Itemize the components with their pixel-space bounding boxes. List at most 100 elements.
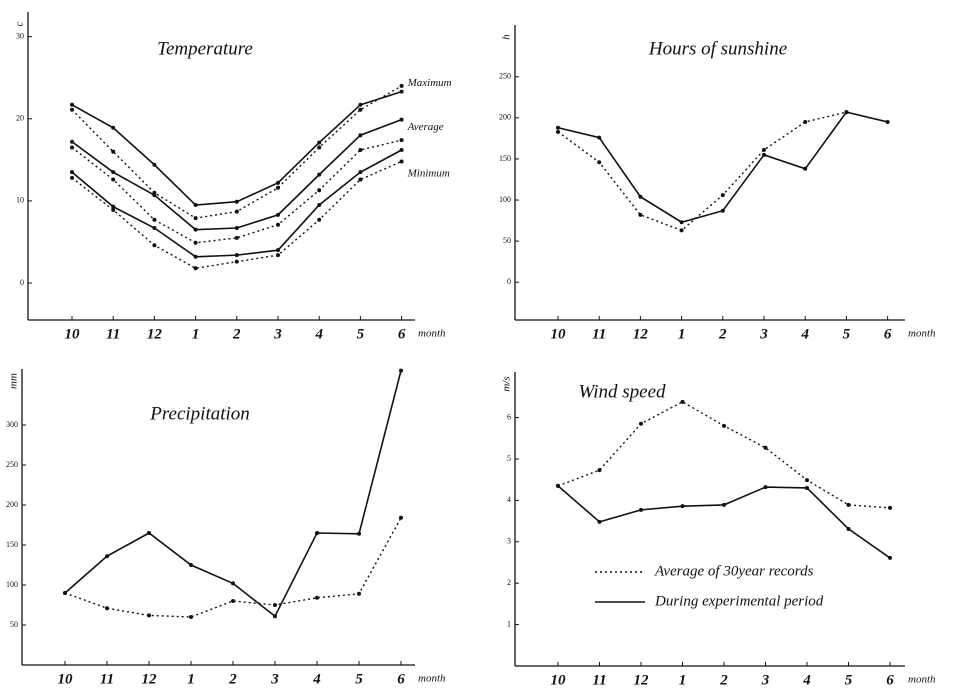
data-point — [234, 226, 239, 231]
data-point — [399, 515, 403, 520]
y-tick-label: 200 — [499, 113, 511, 122]
data-point — [273, 603, 277, 607]
data-point — [70, 102, 74, 107]
y-tick-label: 1 — [507, 619, 511, 628]
data-point — [399, 147, 404, 152]
data-point — [70, 170, 74, 175]
x-tick-label: 1 — [679, 672, 687, 688]
data-point — [111, 177, 116, 182]
y-tick-label: 300 — [6, 420, 18, 429]
y-tick-label: 150 — [6, 540, 18, 549]
data-point — [70, 107, 74, 112]
y-tick-label: 0 — [20, 278, 24, 287]
data-point — [763, 445, 768, 450]
y-axis-label: c — [14, 21, 26, 26]
data-point — [885, 119, 890, 124]
x-tick-label: 3 — [761, 672, 770, 688]
y-tick-label: 4 — [507, 495, 511, 504]
x-axis-label: month — [418, 328, 446, 340]
data-point — [679, 220, 684, 225]
line-label: Minimum — [407, 168, 450, 180]
data-point — [317, 145, 322, 150]
x-tick-label: 2 — [719, 672, 728, 688]
data-point — [639, 507, 643, 512]
data-point — [234, 253, 239, 258]
data-point — [597, 160, 602, 165]
x-tick-label: 2 — [228, 671, 237, 687]
chart-title: Precipitation — [149, 403, 250, 424]
data-point — [722, 502, 726, 507]
data-point — [193, 266, 198, 271]
chart-title: Hours of sunshine — [648, 38, 787, 59]
data-point — [152, 162, 157, 167]
y-tick-label: 30 — [16, 31, 24, 40]
data-point — [111, 204, 116, 209]
data-point — [105, 606, 109, 611]
data-point — [193, 203, 198, 208]
data-point — [234, 209, 239, 214]
x-axis-label: month — [908, 674, 936, 686]
y-tick-label: 250 — [6, 460, 18, 469]
data-point — [638, 212, 643, 217]
data-point — [152, 193, 157, 198]
data-point — [888, 555, 892, 560]
data-point — [111, 149, 116, 154]
data-point — [317, 217, 322, 222]
x-axis-label: month — [418, 673, 446, 685]
data-point — [276, 253, 280, 258]
y-tick-label: 100 — [499, 195, 511, 204]
x-tick-label: 12 — [142, 671, 158, 687]
data-point — [276, 212, 280, 217]
x-tick-label: 12 — [634, 672, 650, 688]
data-point — [358, 102, 363, 107]
y-tick-label: 10 — [16, 196, 24, 205]
data-point — [803, 166, 808, 171]
data-point — [846, 502, 851, 507]
data-point — [399, 138, 404, 143]
y-tick-label: 50 — [503, 236, 511, 245]
line-label: Maximum — [407, 77, 452, 89]
x-tick-label: 1 — [192, 326, 200, 342]
data-point — [720, 208, 725, 213]
data-point — [231, 581, 235, 586]
x-tick-label: 6 — [397, 671, 405, 687]
data-point — [399, 159, 404, 164]
chart-title: Temperature — [157, 38, 253, 59]
data-point — [193, 227, 198, 232]
data-point — [399, 368, 403, 373]
data-point — [189, 615, 193, 619]
x-tick-label: 10 — [65, 326, 81, 342]
data-point — [315, 531, 319, 535]
data-point — [722, 423, 726, 428]
x-tick-label: 4 — [314, 326, 323, 342]
data-point — [357, 531, 361, 536]
y-tick-label: 150 — [499, 154, 511, 163]
y-tick-label: 50 — [10, 620, 18, 629]
data-point — [70, 145, 74, 150]
data-point — [399, 117, 404, 122]
y-tick-label: 2 — [507, 578, 511, 587]
data-point — [147, 531, 151, 535]
data-point — [399, 89, 404, 94]
data-point — [317, 172, 322, 177]
data-point — [111, 207, 116, 212]
data-point — [597, 135, 602, 140]
data-point — [273, 614, 277, 619]
x-tick-label: 10 — [551, 672, 567, 688]
data-point — [231, 599, 235, 603]
data-point — [763, 485, 768, 490]
x-tick-label: 10 — [551, 326, 567, 342]
data-point — [276, 185, 280, 190]
y-axis-label: mm — [8, 373, 20, 389]
data-point — [234, 235, 239, 240]
data-point — [846, 526, 851, 531]
data-point — [888, 505, 892, 510]
data-point — [63, 591, 67, 595]
series-line — [557, 401, 891, 509]
data-point — [680, 399, 685, 404]
x-tick-label: 1 — [678, 326, 686, 342]
legend-label: Average of 30year records — [654, 563, 814, 579]
data-point — [189, 563, 193, 567]
x-tick-label: 6 — [886, 672, 894, 688]
